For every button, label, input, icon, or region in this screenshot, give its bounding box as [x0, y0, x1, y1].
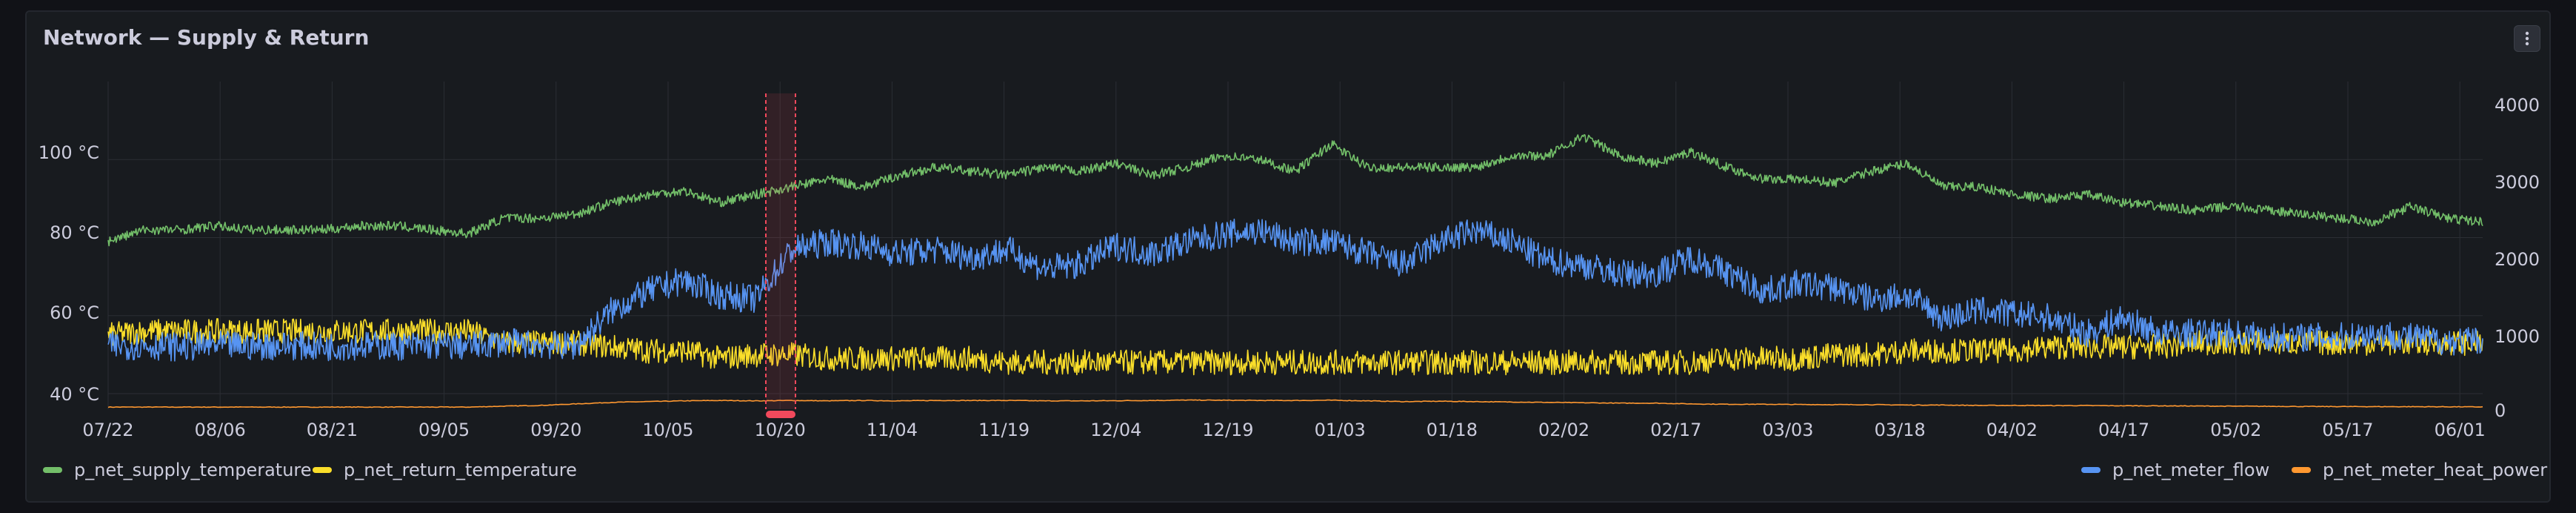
legend-item-power[interactable]: p_net_meter_heat_power: [2292, 460, 2547, 480]
y-left-tick: 60 °C: [50, 302, 99, 323]
x-tick-label: 09/05: [418, 420, 470, 440]
panel-title: Network — Supply & Return: [43, 25, 370, 50]
x-tick-label: 04/17: [2098, 420, 2150, 440]
x-tick-label: 10/05: [642, 420, 694, 440]
x-tick-label: 07/22: [82, 420, 134, 440]
x-tick-label: 01/18: [1426, 420, 1478, 440]
y-right-tick: 1000: [2495, 326, 2540, 347]
legend-swatch: [2081, 467, 2100, 473]
legend-swatch: [313, 467, 332, 473]
legend-item-flow[interactable]: p_net_meter_flow: [2081, 460, 2269, 480]
legend-item-return[interactable]: p_net_return_temperature: [313, 460, 577, 480]
x-tick-label: 05/02: [2210, 420, 2262, 440]
y-right-tick: 4000: [2495, 95, 2540, 116]
x-tick-label: 03/18: [1874, 420, 1926, 440]
x-tick-label: 01/03: [1314, 420, 1366, 440]
vertical-ellipsis-icon: [2525, 31, 2529, 46]
legend-label: p_net_meter_flow: [2112, 460, 2270, 480]
x-tick-label: 03/03: [1762, 420, 1814, 440]
y-left-tick: 80 °C: [50, 222, 99, 243]
x-tick-label: 08/21: [306, 420, 358, 440]
series-line-p_net_supply_temperature: [107, 134, 2483, 247]
legend-label: p_net_meter_heat_power: [2323, 460, 2548, 480]
series-line-p_net_meter_flow: [107, 218, 2483, 362]
x-tick-label: 09/20: [530, 420, 582, 440]
x-tick-label: 02/02: [1538, 420, 1590, 440]
x-tick-label: 12/19: [1202, 420, 1254, 440]
x-tick-label: 11/04: [866, 420, 918, 440]
annotation-marker: [766, 411, 795, 418]
legend-item-supply[interactable]: p_net_supply_temperature: [43, 460, 312, 480]
x-tick-label: 02/17: [1650, 420, 1702, 440]
legend-label: p_net_return_temperature: [344, 460, 577, 480]
x-tick-label: 12/04: [1090, 420, 1142, 440]
x-tick-label: 11/19: [978, 420, 1030, 440]
y-right-tick: 3000: [2495, 172, 2540, 193]
panel-menu-button[interactable]: [2514, 25, 2540, 52]
panel: [25, 10, 2551, 503]
legend-swatch: [2292, 467, 2311, 473]
series-line-p_net_meter_heat_power: [107, 399, 2483, 408]
legend-label: p_net_supply_temperature: [74, 460, 312, 480]
x-tick-label: 06/01: [2434, 420, 2486, 440]
legend-swatch: [43, 467, 62, 473]
x-tick-label: 04/02: [1986, 420, 2038, 440]
x-tick-label: 10/20: [754, 420, 806, 440]
y-right-tick: 0: [2495, 400, 2506, 421]
y-right-tick: 2000: [2495, 249, 2540, 270]
y-left-tick: 40 °C: [50, 384, 99, 405]
y-left-tick: 100 °C: [38, 142, 99, 163]
x-tick-label: 08/06: [194, 420, 246, 440]
x-tick-label: 05/17: [2322, 420, 2374, 440]
annotation-region: [766, 93, 795, 409]
